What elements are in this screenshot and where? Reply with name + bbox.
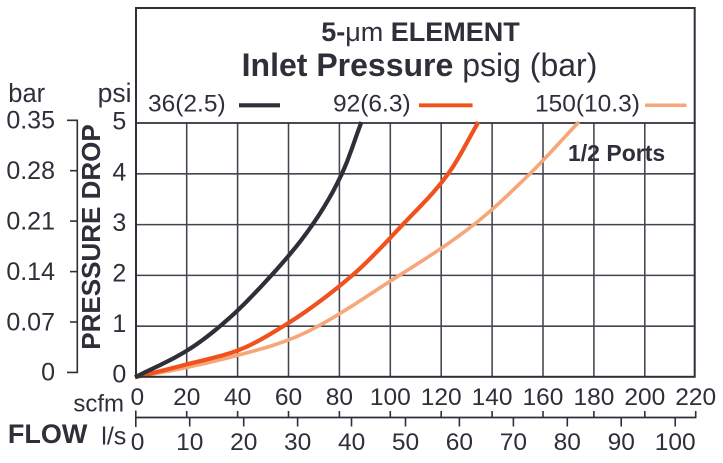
svg-text:50: 50 xyxy=(392,429,419,456)
svg-text:30: 30 xyxy=(284,429,311,456)
svg-text:40: 40 xyxy=(338,429,365,456)
svg-text:200: 200 xyxy=(624,384,665,411)
svg-text:160: 160 xyxy=(523,384,564,411)
svg-text:150(10.3): 150(10.3) xyxy=(535,91,640,118)
svg-text:1: 1 xyxy=(112,310,126,338)
svg-text:20: 20 xyxy=(173,384,200,411)
svg-text:1/2 Ports: 1/2 Ports xyxy=(568,140,665,166)
svg-text:60: 60 xyxy=(275,384,302,411)
svg-text:120: 120 xyxy=(421,384,462,411)
svg-text:0.28: 0.28 xyxy=(6,157,55,185)
svg-text:10: 10 xyxy=(176,429,203,456)
svg-text:80: 80 xyxy=(326,384,353,411)
svg-text:scfm: scfm xyxy=(73,391,124,418)
svg-text:FLOW: FLOW xyxy=(8,419,88,449)
svg-text:180: 180 xyxy=(573,384,614,411)
svg-text:l/s: l/s xyxy=(101,423,126,451)
svg-text:bar: bar xyxy=(8,80,45,108)
svg-text:Inlet Pressure psig (bar): Inlet Pressure psig (bar) xyxy=(242,47,598,83)
svg-text:4: 4 xyxy=(112,158,126,186)
svg-text:20: 20 xyxy=(230,429,257,456)
svg-text:0.14: 0.14 xyxy=(6,258,55,286)
svg-text:92(6.3): 92(6.3) xyxy=(333,91,411,118)
svg-text:220: 220 xyxy=(675,384,716,411)
svg-text:36(2.5): 36(2.5) xyxy=(148,91,226,118)
svg-text:40: 40 xyxy=(224,384,251,411)
svg-text:5: 5 xyxy=(112,108,126,136)
svg-text:0.21: 0.21 xyxy=(6,207,55,235)
svg-text:5-μm ELEMENT: 5-μm ELEMENT xyxy=(321,17,520,47)
svg-text:90: 90 xyxy=(608,429,635,456)
svg-text:2: 2 xyxy=(112,260,126,288)
svg-text:100: 100 xyxy=(370,384,411,411)
svg-text:psi: psi xyxy=(98,78,132,108)
svg-text:0: 0 xyxy=(131,429,145,456)
svg-text:60: 60 xyxy=(446,429,473,456)
svg-text:0.07: 0.07 xyxy=(6,308,55,336)
svg-text:140: 140 xyxy=(472,384,513,411)
svg-text:3: 3 xyxy=(112,209,126,237)
svg-text:0: 0 xyxy=(41,359,55,387)
svg-text:PRESSURE DROP: PRESSURE DROP xyxy=(76,124,106,349)
svg-text:0.35: 0.35 xyxy=(6,107,55,135)
svg-text:70: 70 xyxy=(500,429,527,456)
svg-text:80: 80 xyxy=(554,429,581,456)
svg-text:0: 0 xyxy=(130,384,144,411)
svg-text:0: 0 xyxy=(112,361,126,389)
svg-text:100: 100 xyxy=(655,429,696,456)
